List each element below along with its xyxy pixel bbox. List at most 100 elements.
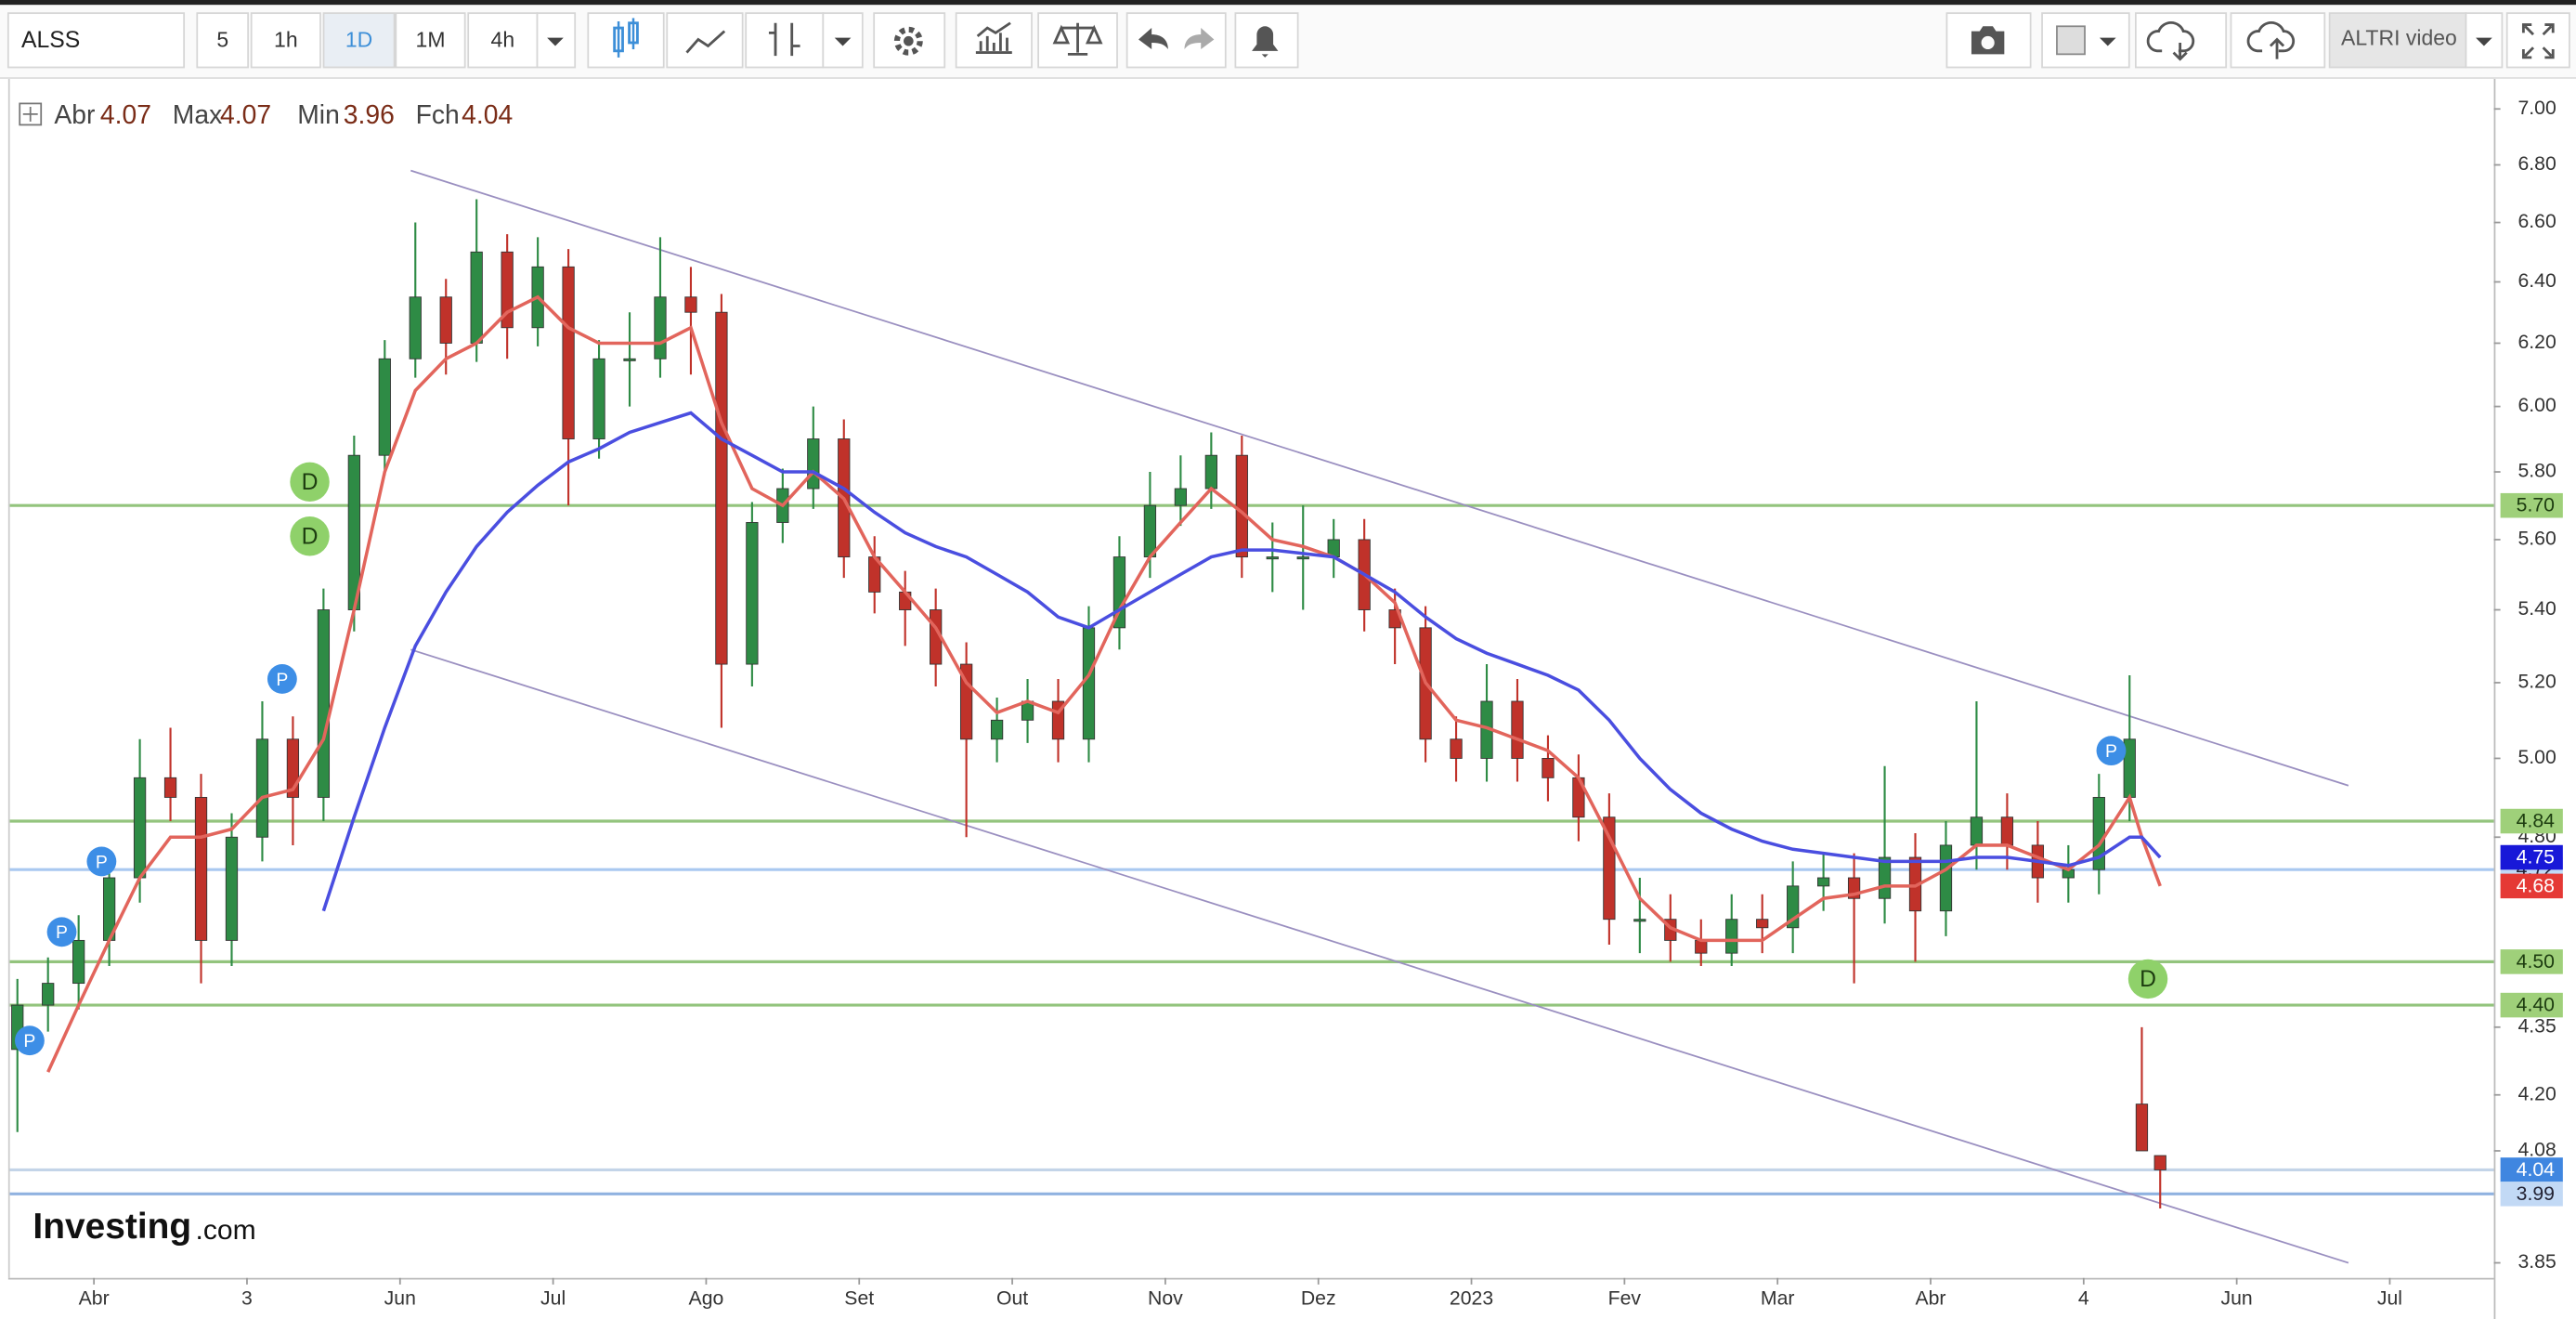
candle-body (1143, 504, 1157, 558)
logo-name: Investing (33, 1207, 191, 1247)
ma-badge-box (2500, 844, 2563, 870)
candle-body (2000, 816, 2014, 846)
candle-body (654, 296, 667, 359)
interval-label: 5 (216, 27, 228, 51)
interval-button[interactable] (196, 12, 250, 69)
studies-button[interactable] (955, 12, 1033, 69)
event-marker[interactable] (86, 846, 117, 877)
x-tick-label: 4 (2078, 1287, 2089, 1309)
layout-button[interactable] (2041, 12, 2130, 69)
x-tick-label: Out (996, 1287, 1028, 1309)
candle-body (623, 358, 636, 361)
studies-icon (975, 21, 1012, 55)
bar-icon (768, 22, 800, 57)
y-tick-label: 5.40 (2517, 598, 2556, 620)
ohlc-value: 4.04 (462, 99, 513, 129)
y-tick-label: 5.20 (2517, 672, 2556, 693)
y-tick-label: 6.40 (2517, 270, 2556, 292)
event-marker[interactable] (2096, 736, 2127, 766)
level-label: 3.99 (2517, 1183, 2555, 1205)
interval-buttons: 5 1h 1D 1M 4h (196, 12, 539, 69)
plot-area: D D D P P P P P (7, 169, 2494, 1264)
y-tick-label: 6.20 (2517, 332, 2556, 353)
ohlc-value: 4.07 (220, 99, 271, 129)
event-label: D (302, 525, 319, 550)
event-marker[interactable] (290, 516, 330, 556)
interval-button[interactable] (250, 12, 321, 69)
candle-body (1939, 844, 1953, 912)
undo-icon (1138, 28, 1168, 50)
candle-body (72, 939, 85, 985)
event-label: P (23, 1031, 35, 1051)
candle-body (1204, 454, 1217, 490)
y-tick-label: 6.60 (2517, 211, 2556, 232)
interval-label: 1h (274, 27, 298, 51)
price-axis-bg (2493, 78, 2576, 1319)
y-tick-label: 4.08 (2517, 1140, 2556, 1161)
y-tick-label: 5.80 (2517, 461, 2556, 482)
trend-line (410, 648, 2349, 1264)
caret (834, 37, 852, 46)
event-label: P (96, 852, 108, 872)
candle-body (1756, 919, 1769, 929)
indicator-button[interactable] (666, 12, 744, 69)
plus-icon (22, 106, 38, 122)
toolbar: ALSS 5 1h 1D 1M 4h ALTRI video (0, 5, 2576, 79)
x-tick-label: Nov (1148, 1287, 1183, 1309)
candle-body (163, 777, 177, 798)
candle-body (378, 358, 391, 456)
candle-body (194, 796, 208, 941)
interval-button[interactable] (467, 12, 539, 69)
interval-button[interactable] (395, 12, 466, 69)
level-box (2500, 1182, 2563, 1207)
logo: Investing .com (33, 1207, 255, 1247)
candle-body (1450, 738, 1463, 759)
symbol-input[interactable] (7, 12, 186, 69)
event-marker[interactable] (14, 1025, 45, 1056)
event-label: D (302, 470, 319, 495)
y-tick-label: 6.80 (2517, 153, 2556, 175)
x-tick-label: Jul (2377, 1287, 2402, 1309)
candle-body (1511, 700, 1524, 759)
candle-body (1816, 877, 1830, 887)
event-marker[interactable] (2127, 959, 2168, 999)
candle-body (1970, 816, 1984, 846)
candle-body (1174, 488, 1188, 506)
ma-badge-box (2500, 873, 2563, 899)
candle-body (990, 719, 1004, 740)
candle-type-button[interactable] (587, 12, 665, 69)
x-tick-label: Set (844, 1287, 874, 1309)
event-marker[interactable] (46, 917, 77, 947)
event-marker[interactable] (267, 664, 297, 694)
x-tick-label: Fev (1608, 1287, 1642, 1309)
redo-icon (1184, 28, 1215, 50)
candle-body (592, 358, 605, 439)
ma-badge-label: 4.68 (2517, 875, 2555, 896)
event-marker[interactable] (290, 462, 330, 503)
moving-average (321, 411, 2162, 912)
scale-icon (1052, 22, 1103, 56)
level-box (2500, 1157, 2563, 1182)
level-box (2500, 992, 2563, 1018)
y-tick-label: 4.20 (2517, 1083, 2556, 1104)
level-box (2500, 492, 2563, 518)
fullscreen-button[interactable] (2505, 12, 2570, 69)
gear-hub (904, 35, 914, 46)
candle-body (807, 438, 820, 490)
caret (2099, 37, 2116, 46)
ohlc-label: Max (173, 99, 222, 129)
y-tick-label: 5.00 (2517, 747, 2556, 768)
interval-button[interactable] (322, 12, 396, 69)
candle-body (684, 296, 697, 313)
interval-label: 1M (416, 27, 446, 51)
candle-body (225, 836, 239, 941)
candle-body (1633, 919, 1646, 922)
draw-button[interactable] (745, 12, 825, 69)
interval-label: 1D (345, 27, 372, 51)
level-label: 4.40 (2517, 995, 2555, 1016)
candle-body (1266, 556, 1279, 560)
event-label: P (276, 670, 288, 690)
